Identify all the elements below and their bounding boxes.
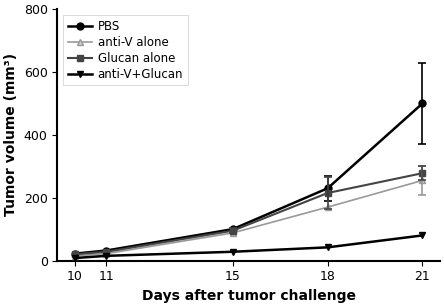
Legend: PBS, anti-V alone, Glucan alone, anti-V+Glucan: PBS, anti-V alone, Glucan alone, anti-V+… bbox=[63, 15, 188, 85]
Glucan alone bbox=[230, 229, 235, 232]
Line: Glucan alone: Glucan alone bbox=[71, 170, 426, 258]
anti-V alone bbox=[420, 179, 425, 182]
PBS bbox=[104, 249, 109, 252]
Glucan alone bbox=[72, 252, 78, 256]
anti-V+Glucan bbox=[325, 246, 330, 249]
anti-V+Glucan bbox=[230, 250, 235, 254]
Line: anti-V+Glucan: anti-V+Glucan bbox=[71, 232, 426, 262]
Glucan alone bbox=[325, 191, 330, 195]
anti-V alone bbox=[104, 252, 109, 255]
anti-V+Glucan bbox=[104, 254, 109, 258]
anti-V alone bbox=[230, 231, 235, 235]
Line: anti-V alone: anti-V alone bbox=[71, 177, 426, 259]
anti-V+Glucan bbox=[72, 256, 78, 260]
PBS bbox=[230, 227, 235, 231]
Y-axis label: Tumor volume (mm³): Tumor volume (mm³) bbox=[4, 53, 18, 216]
PBS bbox=[325, 186, 330, 190]
Glucan alone bbox=[104, 250, 109, 254]
X-axis label: Days after tumor challenge: Days after tumor challenge bbox=[142, 289, 356, 303]
Line: PBS: PBS bbox=[71, 100, 426, 257]
anti-V alone bbox=[325, 205, 330, 209]
anti-V+Glucan bbox=[420, 234, 425, 237]
Glucan alone bbox=[420, 171, 425, 175]
anti-V alone bbox=[72, 254, 78, 258]
PBS bbox=[420, 102, 425, 105]
PBS bbox=[72, 252, 78, 255]
